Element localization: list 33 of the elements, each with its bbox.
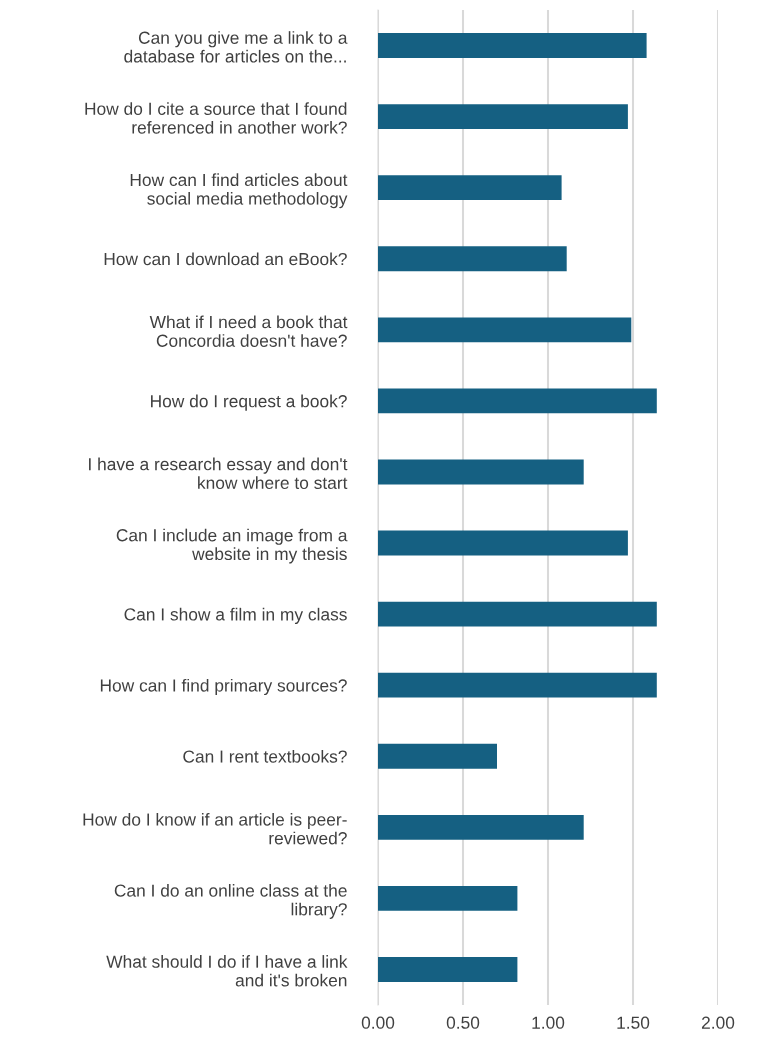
bar bbox=[378, 175, 562, 201]
bar bbox=[378, 672, 657, 698]
x-tick-label: 0.00 bbox=[361, 1016, 395, 1029]
bar bbox=[378, 317, 632, 343]
x-tick-label: 1.50 bbox=[617, 1016, 650, 1029]
bar bbox=[378, 601, 657, 627]
bar bbox=[378, 530, 628, 556]
bar bbox=[378, 885, 518, 911]
x-tick-label: 0.50 bbox=[446, 1016, 480, 1029]
y-tick-label: Can I include an image from a website in my thesis bbox=[116, 528, 348, 564]
bar bbox=[378, 814, 584, 840]
y-tick-label: Can I do an online class at the library? bbox=[114, 884, 347, 919]
bar bbox=[378, 743, 497, 769]
x-tick-label: 1.00 bbox=[532, 1016, 565, 1029]
bar bbox=[378, 104, 628, 130]
bar bbox=[378, 459, 584, 485]
y-tick-label: How do I cite a source that I found referenced in another work? bbox=[85, 102, 347, 134]
bar bbox=[378, 33, 647, 58]
y-tick-label: How can I download an eBook? bbox=[104, 252, 347, 266]
y-tick-label: How can I find articles about social media methodology bbox=[130, 173, 348, 209]
y-tick-label: What if I need a book that Concordia doesn't have? bbox=[149, 315, 348, 347]
y-tick-label: What should I do if I have a link and it's broken bbox=[106, 955, 348, 987]
bar bbox=[378, 388, 657, 414]
y-tick-label: Can you give me a link to a database for articles on the... bbox=[124, 31, 348, 63]
y-tick-label: Can I show a film in my class bbox=[124, 607, 347, 624]
y-tick-label: How can I find primary sources? bbox=[100, 678, 347, 696]
y-tick-label: Can I rent textbooks? bbox=[183, 749, 347, 763]
bar bbox=[378, 957, 518, 982]
y-tick-label: How do I know if an article is peer- reviewed? bbox=[83, 812, 347, 845]
x-tick-label: 2.00 bbox=[701, 1016, 735, 1029]
bar bbox=[378, 246, 567, 272]
y-tick-label: I have a research essay and don't know where to start bbox=[89, 457, 348, 490]
y-tick-label: How do I request a book? bbox=[151, 394, 347, 411]
